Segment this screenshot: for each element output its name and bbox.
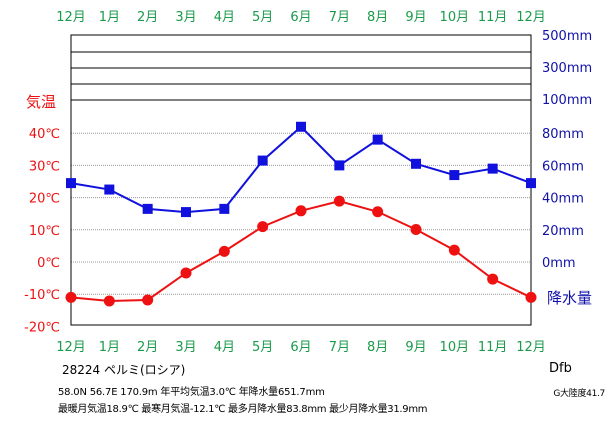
- temperature-point: [65, 291, 77, 303]
- month-label: 12月: [516, 340, 546, 355]
- precipitation-tick: 80mm: [542, 127, 584, 142]
- temperature-tick: 0℃: [37, 256, 60, 271]
- temperature-point: [372, 206, 384, 218]
- precipitation-tick: 20mm: [542, 224, 584, 239]
- temperature-point: [333, 195, 345, 207]
- temperature-point: [487, 273, 499, 285]
- series-layer: [65, 121, 537, 307]
- precipitation-point: [181, 207, 191, 218]
- precipitation-point: [334, 160, 345, 171]
- x-axis-top-ticks: 12月 1月 2月 3月 4月 5月 6月 7月 8月 9月 10月 11月 12月: [56, 10, 546, 25]
- x-axis-bottom-ticks: 12月 1月 2月 3月 4月 5月 6月 7月 8月 9月 10月 11月 12月: [56, 340, 546, 355]
- month-label: 10月: [440, 340, 470, 355]
- month-label: 11月: [478, 10, 508, 25]
- temperature-point: [525, 291, 537, 303]
- month-label: 3月: [175, 10, 196, 25]
- month-label: 7月: [329, 10, 350, 25]
- month-label: 6月: [290, 10, 311, 25]
- precipitation-tick: 300mm: [542, 61, 592, 76]
- month-label: 4月: [214, 340, 235, 355]
- temperature-tick: 30℃: [29, 159, 60, 174]
- month-label: 5月: [252, 10, 273, 25]
- temperature-point: [410, 223, 422, 235]
- precipitation-point: [219, 203, 230, 214]
- precipitation-tick: 500mm: [542, 29, 592, 44]
- temperature-point: [103, 295, 115, 307]
- temperature-tick: -20℃: [24, 320, 60, 335]
- precipitation-point: [372, 134, 383, 145]
- month-label: 9月: [405, 10, 426, 25]
- month-label: 9月: [405, 340, 426, 355]
- month-label: 10月: [440, 10, 470, 25]
- precipitation-point: [449, 170, 460, 181]
- month-label: 1月: [99, 340, 120, 355]
- precipitation-point: [526, 178, 536, 189]
- month-label: 12月: [516, 10, 546, 25]
- precipitation-point: [257, 155, 268, 166]
- temperature-point: [295, 205, 307, 217]
- temperature-point: [142, 294, 154, 306]
- month-label: 3月: [175, 340, 196, 355]
- precipitation-point: [296, 121, 306, 132]
- temperature-point: [257, 221, 269, 233]
- precipitation-tick: 0mm: [542, 256, 576, 271]
- month-label: 11月: [478, 340, 508, 355]
- month-label: 2月: [137, 340, 158, 355]
- precipitation-point: [487, 163, 498, 174]
- month-label: 12月: [56, 10, 86, 25]
- precipitation-point: [142, 203, 153, 214]
- month-label: 7月: [329, 340, 350, 355]
- precipitation-tick: 60mm: [542, 159, 584, 174]
- precipitation-line: [70, 125, 532, 214]
- month-label: 8月: [367, 340, 388, 355]
- stats-line-2: 最暖月気温18.9℃ 最寒月気温-12.1℃ 最多月降水量83.8mm 最少月降…: [58, 404, 428, 415]
- month-label: 5月: [252, 340, 273, 355]
- right-axis-ticks: 500mm 300mm 100mm 80mm 60mm 40mm 20mm 0mm: [542, 29, 592, 271]
- precipitation-tick: 100mm: [542, 93, 592, 108]
- temperature-tick: 20℃: [29, 192, 60, 207]
- temperature-point: [218, 245, 230, 257]
- month-label: 8月: [367, 10, 388, 25]
- station-label: 28224 ペルミ(ロシア): [62, 363, 186, 377]
- precipitation-tick: 40mm: [542, 192, 584, 207]
- temperature-tick: 10℃: [29, 224, 60, 239]
- koppen-class: Dfb: [549, 361, 572, 376]
- grid-lines: [71, 51, 531, 295]
- temperature-point: [448, 244, 460, 256]
- left-axis-title: 気温: [26, 93, 56, 111]
- month-label: 12月: [56, 340, 86, 355]
- month-label: 2月: [137, 10, 158, 25]
- month-label: 6月: [290, 340, 311, 355]
- precipitation-point: [66, 178, 76, 189]
- month-label: 1月: [99, 10, 120, 25]
- temperature-point: [180, 267, 192, 279]
- continentality-index: G大陸度41.7: [553, 389, 605, 399]
- right-axis-title: 降水量: [547, 289, 592, 307]
- month-label: 4月: [214, 10, 235, 25]
- left-axis-ticks: 40℃ 30℃ 20℃ 10℃ 0℃ -10℃ -20℃: [24, 127, 60, 335]
- temperature-tick: 40℃: [29, 127, 60, 142]
- stats-line-1: 58.0N 56.7E 170.9m 年平均気温3.0℃ 年降水量651.7mm: [58, 387, 325, 398]
- temperature-tick: -10℃: [24, 288, 60, 303]
- plot-frame: [70, 34, 532, 326]
- precipitation-point: [411, 158, 421, 169]
- precipitation-point: [104, 184, 115, 195]
